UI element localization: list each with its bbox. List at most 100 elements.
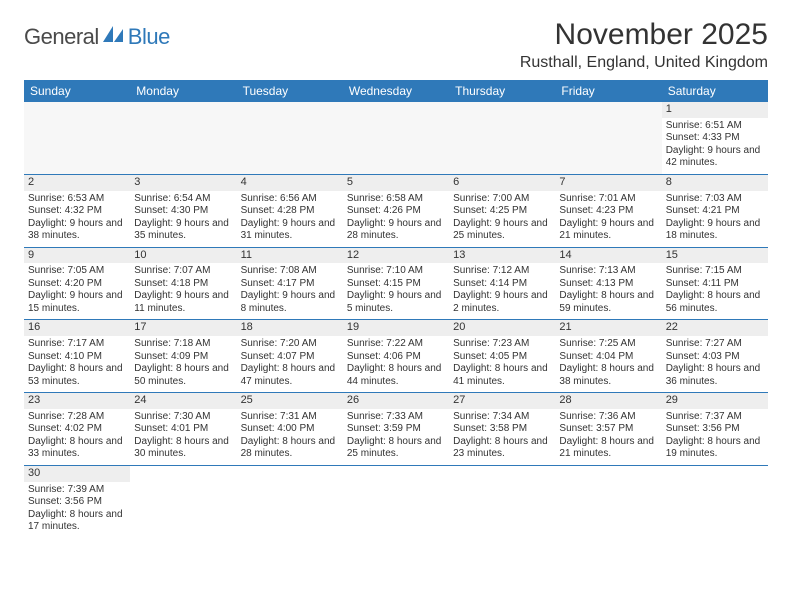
daylight-line: Daylight: 8 hours and 47 minutes. — [241, 363, 339, 388]
week-row: 2Sunrise: 6:53 AMSunset: 4:32 PMDaylight… — [24, 174, 768, 247]
daylight-line: Daylight: 9 hours and 8 minutes. — [241, 290, 339, 315]
sunrise-line: Sunrise: 6:58 AM — [347, 193, 445, 206]
month-title: November 2025 — [520, 18, 768, 52]
sunrise-line: Sunrise: 7:31 AM — [241, 411, 339, 424]
day-number: 3 — [130, 175, 236, 191]
day-cell: 3Sunrise: 6:54 AMSunset: 4:30 PMDaylight… — [130, 174, 236, 247]
day-header: Sunday — [24, 80, 130, 102]
sunrise-line: Sunrise: 7:20 AM — [241, 338, 339, 351]
day-cell — [555, 465, 661, 537]
day-number: 20 — [449, 320, 555, 336]
day-number: 13 — [449, 248, 555, 264]
day-cell: 18 Sunrise: 7:20 AMSunset: 4:07 PMDayligh… — [237, 320, 343, 393]
day-cell: 21Sunrise: 7:25 AMSunset: 4:04 PMDayligh… — [555, 320, 661, 393]
day-number: 21 — [555, 320, 661, 336]
daylight-line: Daylight: 9 hours and 18 minutes. — [666, 218, 764, 243]
day-cell: 11Sunrise: 7:08 AMSunset: 4:17 PMDayligh… — [237, 247, 343, 320]
header: General Blue November 2025 Rusthall, Eng… — [24, 18, 768, 72]
day-number: 25 — [237, 393, 343, 409]
daylight-line: Daylight: 9 hours and 38 minutes. — [28, 218, 126, 243]
day-header: Saturday — [662, 80, 768, 102]
week-row: 1Sunrise: 6:51 AMSunset: 4:33 PMDaylight… — [24, 102, 768, 174]
sunset-line: Sunset: 4:01 PM — [134, 423, 232, 436]
day-cell: 17Sunrise: 7:18 AMSunset: 4:09 PMDayligh… — [130, 320, 236, 393]
sunset-line: Sunset: 4:07 PM — [241, 351, 339, 364]
sunrise-line: Sunrise: 7:22 AM — [347, 338, 445, 351]
brand-logo: General Blue — [24, 24, 170, 50]
sunrise-line: Sunrise: 7:17 AM — [28, 338, 126, 351]
sunrise-line: Sunrise: 7:10 AM — [347, 265, 445, 278]
sunset-line: Sunset: 4:32 PM — [28, 205, 126, 218]
sunrise-line: Sunrise: 7:13 AM — [559, 265, 657, 278]
day-cell — [555, 102, 661, 174]
title-block: November 2025 Rusthall, England, United … — [520, 18, 768, 72]
day-cell: 12Sunrise: 7:10 AMSunset: 4:15 PMDayligh… — [343, 247, 449, 320]
day-cell: 8Sunrise: 7:03 AMSunset: 4:21 PMDaylight… — [662, 174, 768, 247]
day-header: Tuesday — [237, 80, 343, 102]
sunrise-line: Sunrise: 7:23 AM — [453, 338, 551, 351]
day-cell: 15Sunrise: 7:15 AMSunset: 4:11 PMDayligh… — [662, 247, 768, 320]
sunrise-line: Sunrise: 7:28 AM — [28, 411, 126, 424]
day-cell: 14Sunrise: 7:13 AMSunset: 4:13 PMDayligh… — [555, 247, 661, 320]
daylight-line: Daylight: 9 hours and 15 minutes. — [28, 290, 126, 315]
calendar-table: SundayMondayTuesdayWednesdayThursdayFrid… — [24, 80, 768, 538]
sunset-line: Sunset: 4:05 PM — [453, 351, 551, 364]
sunrise-line: Sunrise: 7:01 AM — [559, 193, 657, 206]
day-number: 15 — [662, 248, 768, 264]
day-cell — [449, 102, 555, 174]
day-number: 8 — [662, 175, 768, 191]
daylight-line: Daylight: 8 hours and 28 minutes. — [241, 436, 339, 461]
daylight-line: Daylight: 8 hours and 36 minutes. — [666, 363, 764, 388]
sunrise-line: Sunrise: 7:12 AM — [453, 265, 551, 278]
week-row: 23Sunrise: 7:28 AMSunset: 4:02 PMDayligh… — [24, 393, 768, 466]
day-cell: 9Sunrise: 7:05 AMSunset: 4:20 PMDaylight… — [24, 247, 130, 320]
sunset-line: Sunset: 4:02 PM — [28, 423, 126, 436]
day-cell: 4Sunrise: 6:56 AMSunset: 4:28 PMDaylight… — [237, 174, 343, 247]
sunrise-line: Sunrise: 7:08 AM — [241, 265, 339, 278]
sunset-line: Sunset: 4:00 PM — [241, 423, 339, 436]
daylight-line: Daylight: 8 hours and 59 minutes. — [559, 290, 657, 315]
daylight-line: Daylight: 8 hours and 25 minutes. — [347, 436, 445, 461]
sunrise-line: Sunrise: 7:39 AM — [28, 484, 126, 497]
brand-part2: Blue — [128, 24, 170, 50]
daylight-line: Daylight: 9 hours and 35 minutes. — [134, 218, 232, 243]
day-cell: 7Sunrise: 7:01 AMSunset: 4:23 PMDaylight… — [555, 174, 661, 247]
sunset-line: Sunset: 4:33 PM — [666, 132, 764, 145]
day-header: Thursday — [449, 80, 555, 102]
daylight-line: Daylight: 8 hours and 50 minutes. — [134, 363, 232, 388]
day-cell: 20 Sunrise: 7:23 AMSunset: 4:05 PMDayligh… — [449, 320, 555, 393]
sunset-line: Sunset: 4:09 PM — [134, 351, 232, 364]
sunrise-line: Sunrise: 7:33 AM — [347, 411, 445, 424]
day-number: 16 — [24, 320, 130, 336]
daylight-line: Daylight: 8 hours and 23 minutes. — [453, 436, 551, 461]
day-number: 18 — [237, 320, 343, 336]
location: Rusthall, England, United Kingdom — [520, 54, 768, 72]
week-row: 30Sunrise: 7:39 AMSunset: 3:56 PMDayligh… — [24, 465, 768, 537]
daylight-line: Daylight: 8 hours and 38 minutes. — [559, 363, 657, 388]
day-cell: 29Sunrise: 7:37 AMSunset: 3:56 PMDayligh… — [662, 393, 768, 466]
sunset-line: Sunset: 4:11 PM — [666, 278, 764, 291]
day-cell — [237, 102, 343, 174]
day-cell — [130, 465, 236, 537]
day-number: 6 — [449, 175, 555, 191]
sunrise-line: Sunrise: 7:30 AM — [134, 411, 232, 424]
daylight-line: Daylight: 9 hours and 5 minutes. — [347, 290, 445, 315]
day-number: 2 — [24, 175, 130, 191]
day-number: 28 — [555, 393, 661, 409]
sunrise-line: Sunrise: 7:25 AM — [559, 338, 657, 351]
daylight-line: Daylight: 9 hours and 25 minutes. — [453, 218, 551, 243]
day-cell — [130, 102, 236, 174]
daylight-line: Daylight: 8 hours and 41 minutes. — [453, 363, 551, 388]
daylight-line: Daylight: 9 hours and 42 minutes. — [666, 145, 764, 170]
sunrise-line: Sunrise: 7:18 AM — [134, 338, 232, 351]
sunset-line: Sunset: 4:17 PM — [241, 278, 339, 291]
day-number: 10 — [130, 248, 236, 264]
brand-part1: General — [24, 24, 99, 50]
day-number: 11 — [237, 248, 343, 264]
sunset-line: Sunset: 3:56 PM — [666, 423, 764, 436]
day-cell: 27Sunrise: 7:34 AMSunset: 3:58 PMDayligh… — [449, 393, 555, 466]
sunrise-line: Sunrise: 7:00 AM — [453, 193, 551, 206]
sunrise-line: Sunrise: 7:07 AM — [134, 265, 232, 278]
daylight-line: Daylight: 8 hours and 44 minutes. — [347, 363, 445, 388]
day-cell: 22Sunrise: 7:27 AMSunset: 4:03 PMDayligh… — [662, 320, 768, 393]
